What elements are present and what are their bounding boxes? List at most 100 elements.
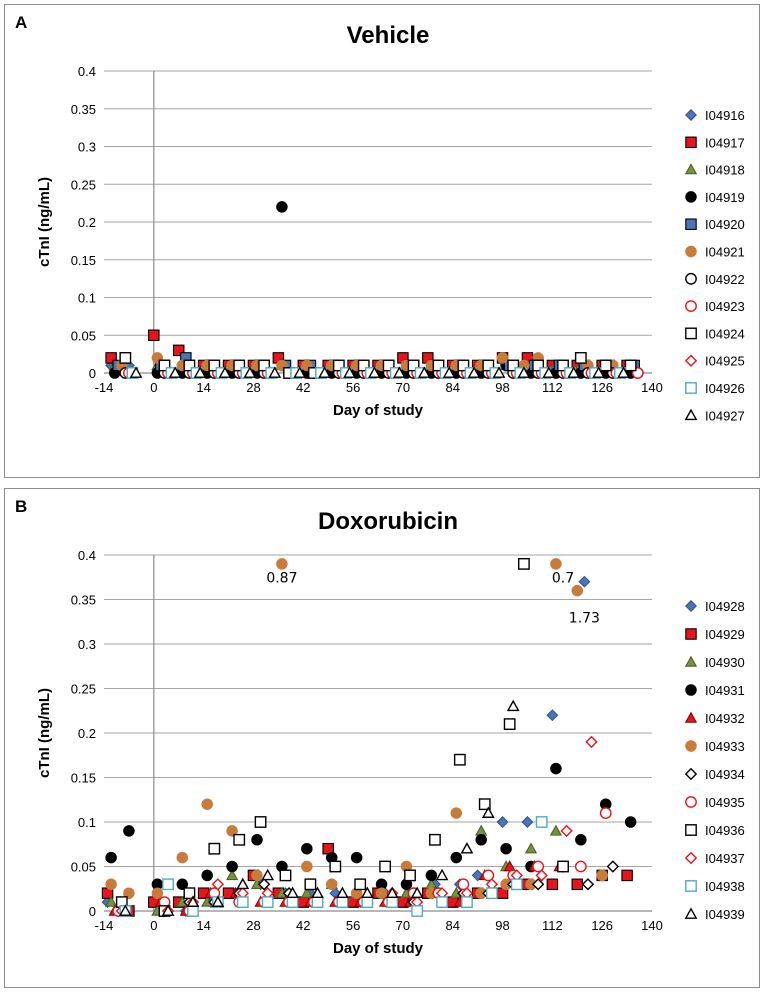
data-point-i04937 bbox=[211, 878, 225, 891]
data-point-i04938 bbox=[535, 816, 548, 828]
legend-label: I04929 bbox=[705, 627, 745, 642]
x-tick-label: 70 bbox=[396, 918, 410, 933]
data-point-i04917 bbox=[105, 352, 117, 364]
data-point-i04927 bbox=[293, 366, 307, 378]
legend-label: I04937 bbox=[705, 851, 745, 866]
x-tick-label: 140 bbox=[641, 918, 663, 933]
y-tick-label: 0 bbox=[89, 366, 96, 381]
data-point-i04931 bbox=[500, 842, 512, 855]
data-point-i04924 bbox=[208, 359, 221, 372]
data-point-i04927 bbox=[243, 366, 257, 378]
y-axis-label: cTnI (ng/mL) bbox=[36, 177, 53, 267]
data-point-i04933 bbox=[201, 798, 213, 810]
data-point-i04937 bbox=[535, 869, 548, 882]
x-axis-label: Day of study bbox=[333, 940, 424, 957]
legend-label: I04932 bbox=[705, 711, 745, 726]
x-tick-label: 42 bbox=[296, 918, 310, 933]
data-point-i04939 bbox=[211, 895, 225, 907]
data-point-i04924 bbox=[507, 359, 520, 372]
data-point-i04924 bbox=[332, 359, 345, 372]
legend-marker-i04935 bbox=[685, 796, 697, 808]
data-point-i04933 bbox=[375, 887, 388, 899]
data-point-i04936 bbox=[329, 860, 342, 873]
y-tick-label: 0.25 bbox=[71, 682, 96, 697]
y-tick-label: 0.35 bbox=[71, 593, 96, 608]
legend-marker-i04934 bbox=[684, 767, 698, 781]
data-point-i04939 bbox=[460, 842, 474, 854]
x-tick-label: 112 bbox=[542, 380, 563, 395]
data-point-i04927 bbox=[193, 366, 207, 378]
data-point-i04933 bbox=[151, 887, 164, 899]
data-point-i04936 bbox=[208, 842, 221, 855]
data-point-i04939 bbox=[261, 868, 275, 881]
legend-marker-i04918 bbox=[684, 163, 698, 175]
data-point-i04936 bbox=[233, 833, 246, 846]
data-point-i04931 bbox=[450, 851, 463, 864]
data-point-i04927 bbox=[417, 366, 431, 378]
data-point-i04935 bbox=[457, 878, 470, 891]
data-points bbox=[105, 201, 644, 380]
legend-marker-i04920 bbox=[685, 218, 697, 230]
y-tick-label: 0.1 bbox=[78, 815, 96, 830]
data-point-i04924 bbox=[574, 352, 587, 364]
data-point-i04928 bbox=[546, 709, 559, 722]
x-tick-label: -14 bbox=[95, 918, 114, 933]
legend-marker-i04927 bbox=[684, 408, 698, 421]
data-point-i04924 bbox=[599, 359, 612, 372]
y-tick-label: 0.1 bbox=[78, 291, 96, 306]
x-tick-label: 126 bbox=[591, 918, 613, 933]
data-point-i04931 bbox=[475, 834, 487, 846]
data-point-i04936 bbox=[503, 718, 516, 730]
data-point-i04933 bbox=[550, 558, 562, 570]
legend-marker-i04936 bbox=[685, 824, 697, 836]
data-point-i04927 bbox=[567, 366, 581, 378]
legend-marker-i04928 bbox=[685, 600, 697, 612]
data-point-i04938 bbox=[436, 896, 448, 908]
data-point-i04938 bbox=[311, 896, 324, 908]
x-tick-label: 56 bbox=[346, 918, 360, 933]
data-point-i04933 bbox=[176, 851, 189, 864]
legend-label: I04927 bbox=[705, 408, 745, 423]
data-point-i04938 bbox=[286, 896, 299, 908]
data-point-i04931 bbox=[105, 851, 117, 864]
data-point-i04924 bbox=[482, 359, 495, 372]
data-point-i04927 bbox=[592, 366, 606, 378]
legend-marker-i04923 bbox=[685, 300, 697, 312]
data-point-i04927 bbox=[218, 366, 232, 378]
data-point-i04921 bbox=[496, 352, 509, 364]
data-point-i04939 bbox=[286, 886, 299, 899]
x-tick-label: 0 bbox=[150, 380, 157, 395]
x-axis-label: Day of study bbox=[333, 402, 424, 419]
data-point-i04933 bbox=[226, 825, 238, 837]
data-point-i04938 bbox=[361, 896, 374, 908]
data-point-i04939 bbox=[161, 904, 175, 916]
data-point-i04935 bbox=[532, 860, 545, 873]
x-tick-label: 28 bbox=[246, 380, 260, 395]
legend-marker-i04933 bbox=[685, 740, 697, 752]
x-tick-label: -14 bbox=[95, 380, 114, 395]
x-tick-label: 112 bbox=[542, 918, 563, 933]
data-point-i04931 bbox=[425, 869, 438, 882]
data-point-i04919 bbox=[276, 201, 288, 213]
chart-title: Doxorubicin bbox=[318, 508, 458, 535]
data-point-i04933 bbox=[251, 869, 263, 882]
legend-marker-i04938 bbox=[685, 880, 697, 892]
x-tick-label: 28 bbox=[246, 918, 260, 933]
data-point-i04939 bbox=[481, 806, 495, 818]
y-tick-label: 0.25 bbox=[71, 177, 96, 192]
panel-letter-b: B bbox=[15, 497, 28, 516]
legend-label: I04921 bbox=[705, 245, 745, 260]
data-point-i04939 bbox=[186, 895, 200, 907]
data-point-i04929 bbox=[546, 878, 559, 891]
data-point-i04936 bbox=[429, 833, 441, 846]
y-tick-label: 0.4 bbox=[78, 548, 96, 563]
data-point-i04935 bbox=[482, 869, 495, 882]
legend-label: I04924 bbox=[705, 326, 745, 341]
data-point-i04928 bbox=[578, 575, 591, 588]
legend-label: I04919 bbox=[705, 190, 745, 205]
y-tick-label: 0.15 bbox=[71, 771, 96, 786]
x-tick-label: 84 bbox=[445, 380, 459, 395]
x-tick-label: 84 bbox=[445, 918, 459, 933]
x-tick-label: 70 bbox=[396, 380, 410, 395]
panel-b: B Doxorubicin 0 0.05 0.1 0.15 0.2 0.25 0.3 0.35 0… bbox=[4, 488, 760, 988]
